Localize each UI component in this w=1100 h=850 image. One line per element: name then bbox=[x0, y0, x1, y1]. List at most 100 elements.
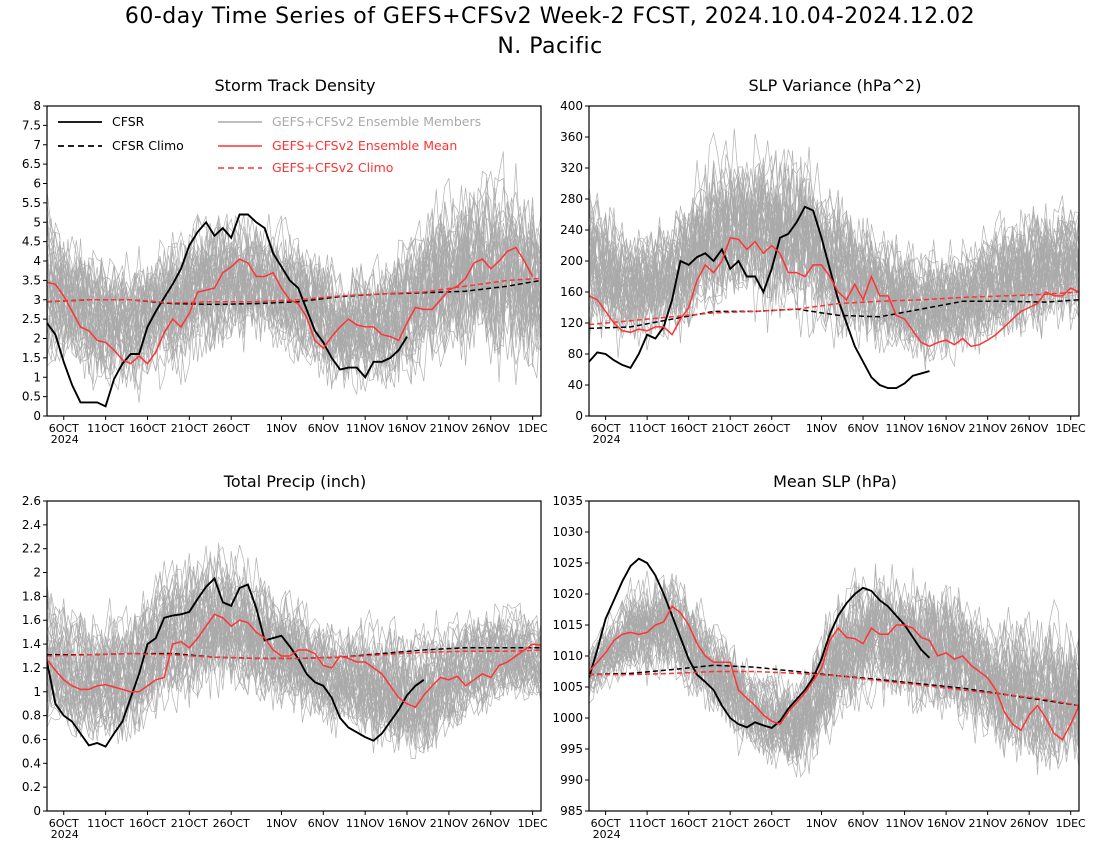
x-tick-label: 6OCT bbox=[591, 817, 621, 830]
y-tick-label: 120 bbox=[560, 316, 583, 330]
x-tick-label: 21OCT bbox=[712, 817, 749, 830]
x-tick-label: 26OCT bbox=[753, 817, 790, 830]
x-tick-label: 6OCT bbox=[49, 817, 79, 830]
gefs-cfsv2-ensemble-mean-line bbox=[589, 236, 1079, 348]
y-tick-label: 3.5 bbox=[22, 273, 41, 287]
y-tick-label: 360 bbox=[560, 130, 583, 144]
x-tick-year: 2024 bbox=[51, 828, 79, 841]
y-tick-label: 280 bbox=[560, 192, 583, 206]
y-tick-label: 2.6 bbox=[22, 494, 41, 508]
y-tick-label: 3 bbox=[33, 293, 41, 307]
x-tick-label: 21OCT bbox=[712, 422, 749, 435]
y-tick-label: 995 bbox=[560, 742, 583, 756]
plot-area bbox=[47, 542, 541, 760]
gefs-cfsv2-climo-line bbox=[589, 291, 1079, 326]
x-tick-label: 26NOV bbox=[1010, 817, 1049, 830]
ensemble-member-line bbox=[47, 187, 541, 340]
ensemble-member-line bbox=[47, 206, 541, 360]
x-tick-label: 21NOV bbox=[430, 817, 469, 830]
gefs-cfsv2-climo-line bbox=[47, 649, 541, 660]
y-tick-label: 2.5 bbox=[22, 312, 41, 326]
x-tick-label: 16OCT bbox=[670, 422, 707, 435]
y-tick-label: 990 bbox=[560, 773, 583, 787]
legend: CFSR CFSR Climo GEFS+CFSv2 Ensemble Member… bbox=[58, 114, 481, 175]
y-axis: 985 990 995 1000 1005 1010 1015 1020 1025 1030 103… bbox=[552, 494, 589, 818]
ensemble-member-line bbox=[47, 615, 541, 745]
ensemble-members bbox=[589, 128, 1079, 371]
y-axis: 0 0.5 1 1.5 2 2.5 3 3.5 4 4.5 5 5.5 6 6.5 7 7.5 8 bbox=[22, 99, 47, 423]
ensemble-member-line bbox=[47, 585, 541, 719]
x-tick-label: 16NOV bbox=[388, 817, 427, 830]
x-tick-label: 1NOV bbox=[806, 817, 838, 830]
x-tick-label: 21OCT bbox=[171, 422, 208, 435]
ensemble-member-line bbox=[47, 249, 541, 392]
y-tick-label: 0.4 bbox=[22, 756, 41, 770]
panel-title: Mean SLP (hPa) bbox=[773, 472, 897, 491]
y-tick-label: 6.5 bbox=[22, 157, 41, 171]
y-tick-label: 7.5 bbox=[22, 118, 41, 132]
x-tick-year: 2024 bbox=[593, 433, 621, 446]
cfsr-line bbox=[47, 576, 425, 748]
plot-frame bbox=[46, 500, 542, 812]
chart-panel-3: Total Precip (inch) 0 0.2 0.4 0.6 0.8 1 1.2 1.4 1… bbox=[22, 472, 548, 841]
ensemble-member-line bbox=[589, 608, 1079, 754]
x-tick-label: 16OCT bbox=[670, 817, 707, 830]
y-tick-label: 1025 bbox=[552, 556, 583, 570]
ensemble-member-line bbox=[47, 575, 541, 722]
x-tick-label: 11OCT bbox=[629, 422, 666, 435]
y-tick-label: 4.5 bbox=[22, 235, 41, 249]
x-tick-label: 11OCT bbox=[87, 817, 124, 830]
ensemble-member-line bbox=[47, 544, 541, 684]
ensemble-member-line bbox=[589, 612, 1079, 769]
x-tick-label: 1DEC bbox=[1056, 422, 1086, 435]
legend-label: GEFS+CFSv2 Climo bbox=[272, 160, 393, 175]
y-tick-label: 2 bbox=[33, 566, 41, 580]
figure-title: 60-day Time Series of GEFS+CFSv2 Week-2 … bbox=[124, 4, 976, 29]
ensemble-member-line bbox=[589, 196, 1079, 337]
y-tick-label: 0 bbox=[33, 409, 41, 423]
ensemble-member-line bbox=[47, 170, 541, 323]
x-tick-label: 11NOV bbox=[885, 422, 924, 435]
figure-subtitle: N. Pacific bbox=[497, 34, 603, 59]
x-tick-label: 16OCT bbox=[129, 817, 166, 830]
y-tick-label: 1.8 bbox=[22, 589, 41, 603]
x-tick-label: 6NOV bbox=[847, 422, 879, 435]
ensemble-member-line bbox=[589, 165, 1079, 332]
ensemble-member-line bbox=[589, 150, 1079, 333]
y-tick-label: 5.5 bbox=[22, 196, 41, 210]
panel-title: Storm Track Density bbox=[215, 76, 376, 95]
x-tick-label: 6NOV bbox=[308, 422, 340, 435]
x-tick-label: 11OCT bbox=[87, 422, 124, 435]
y-tick-label: 0 bbox=[33, 804, 41, 818]
ensemble-members bbox=[47, 542, 541, 760]
y-tick-label: 2 bbox=[33, 332, 41, 346]
ensemble-member-line bbox=[47, 221, 541, 358]
x-tick-label: 21OCT bbox=[171, 817, 208, 830]
chart-panel-1: Storm Track Density 0 0.5 1 1.5 2 2.5 3 3.5 4 4.5 5… bbox=[22, 76, 548, 446]
gefs-cfsv2-ensemble-mean-line bbox=[47, 613, 541, 709]
x-tick-label: 1NOV bbox=[266, 817, 298, 830]
ensemble-member-line bbox=[47, 591, 541, 742]
x-tick-label: 21NOV bbox=[430, 422, 469, 435]
y-tick-label: 1 bbox=[33, 370, 41, 384]
x-tick-label: 6OCT bbox=[591, 422, 621, 435]
chart-panel-4: Mean SLP (hPa) 985 990 995 1000 1005 1010 1015 1… bbox=[552, 472, 1086, 841]
y-tick-label: 1010 bbox=[552, 649, 583, 663]
y-tick-label: 1035 bbox=[552, 494, 583, 508]
legend-label: GEFS+CFSv2 Ensemble Mean bbox=[272, 138, 457, 153]
ensemble-member-line bbox=[47, 616, 541, 751]
plot-area bbox=[589, 557, 1079, 778]
ensemble-member-line bbox=[47, 576, 541, 706]
x-tick-label: 1DEC bbox=[518, 422, 548, 435]
x-tick-label: 11NOV bbox=[346, 817, 385, 830]
panel-title: Total Precip (inch) bbox=[223, 472, 366, 491]
x-tick-label: 26OCT bbox=[753, 422, 790, 435]
legend-label: CFSR bbox=[112, 114, 145, 129]
panel-title: SLP Variance (hPa^2) bbox=[749, 76, 922, 95]
ensemble-member-line bbox=[589, 614, 1079, 769]
x-tick-year: 2024 bbox=[593, 828, 621, 841]
y-tick-label: 6 bbox=[33, 177, 41, 191]
ensemble-member-line bbox=[47, 242, 541, 375]
